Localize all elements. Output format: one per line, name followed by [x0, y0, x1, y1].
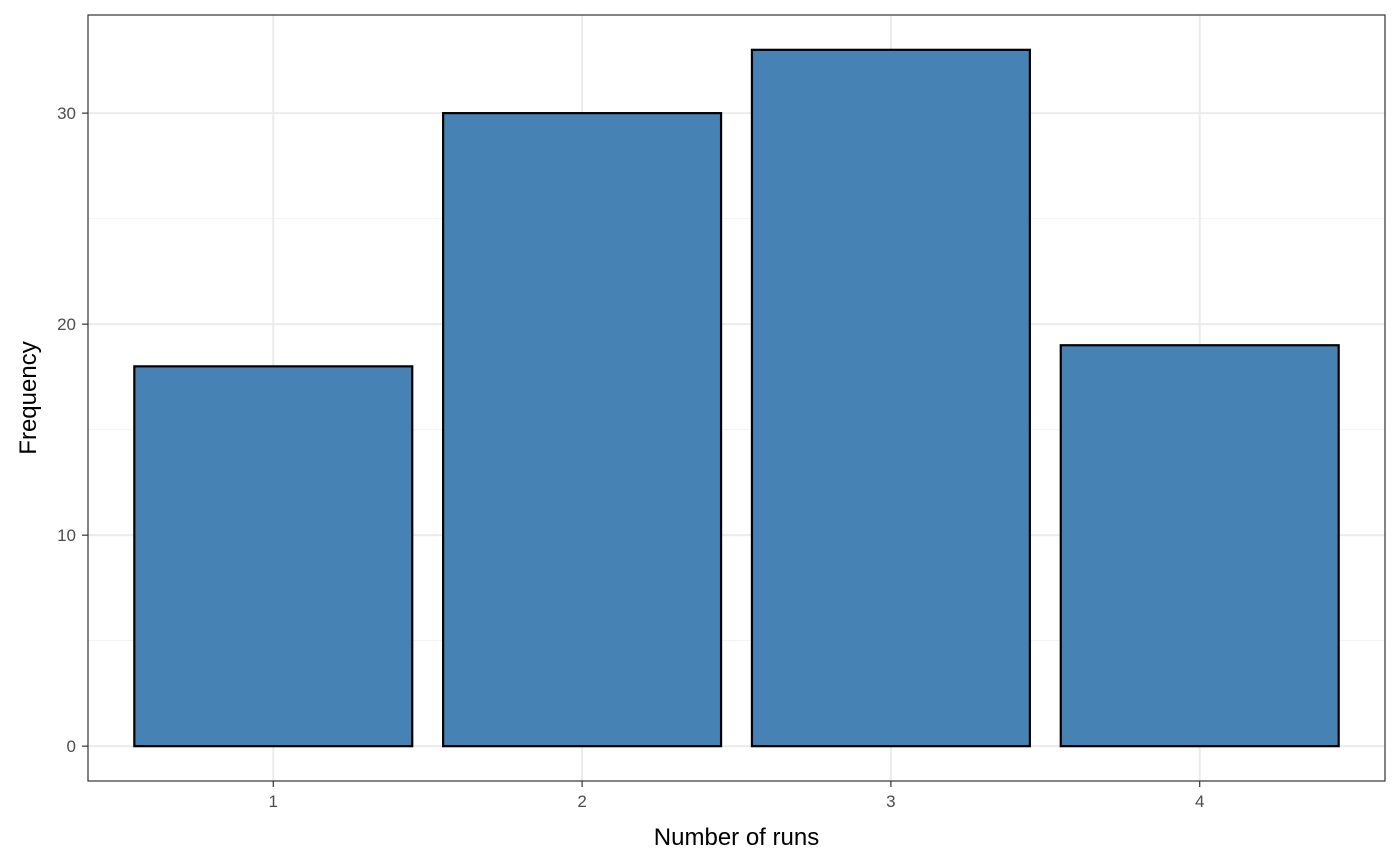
x-tick-label: 2	[577, 792, 586, 811]
panel-border	[87, 14, 1386, 782]
x-tick-label: 3	[886, 792, 895, 811]
y-axis: 0 10 20 30	[57, 104, 88, 756]
y-tick-label: 0	[67, 737, 76, 756]
y-tick-label: 10	[57, 526, 76, 545]
bar-3	[750, 48, 1031, 748]
bars	[133, 48, 1340, 748]
y-axis-title: Frequency	[15, 341, 42, 454]
y-tick-label: 20	[57, 315, 76, 334]
x-axis: 1 2 3 4	[269, 781, 1204, 811]
bar-2	[442, 112, 723, 748]
y-tick-label: 30	[57, 104, 76, 123]
x-tick-label: 1	[269, 792, 278, 811]
bar-4	[1059, 344, 1340, 748]
x-axis-title: Number of runs	[654, 824, 819, 851]
x-tick-label: 4	[1195, 792, 1204, 811]
bar-1	[133, 365, 414, 748]
